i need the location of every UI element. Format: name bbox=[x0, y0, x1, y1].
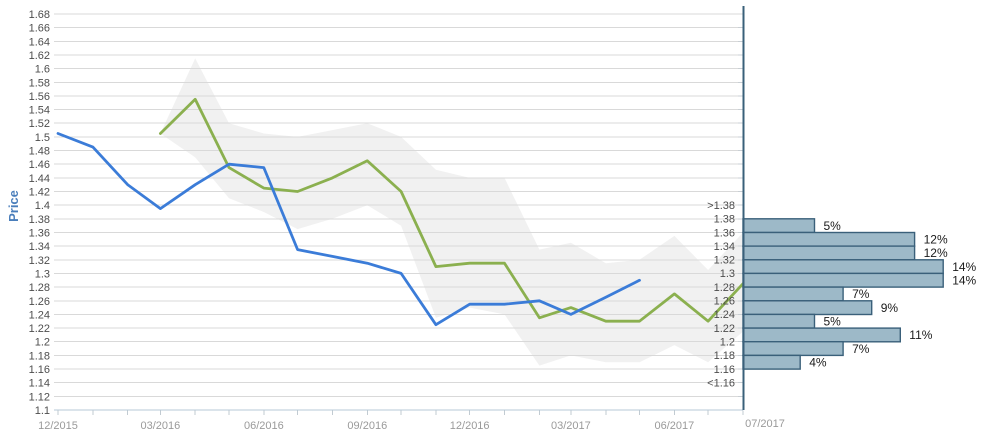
pct-label: 5% bbox=[824, 219, 842, 233]
y-tick-label: 1.16 bbox=[29, 364, 50, 376]
y-tick-label: 1.2 bbox=[35, 337, 50, 349]
bin-edge-label: 1.28 bbox=[714, 282, 735, 294]
hist-bar-1.22-1.24 bbox=[742, 313, 816, 329]
y-tick-label: 1.24 bbox=[29, 309, 50, 321]
y-tick-label: 1.52 bbox=[29, 118, 50, 130]
y-tick-label: 1.42 bbox=[29, 187, 50, 199]
y-tick-label: 1.4 bbox=[35, 200, 50, 212]
y-tick-label: 1.12 bbox=[29, 391, 50, 403]
histogram-pct-labels: 5% 12%12% 14%14% 7% 9% 5% 11% 7% 4% bbox=[809, 219, 976, 370]
y-axis-title: Price bbox=[6, 190, 21, 222]
hist-bar-1.34-1.36 bbox=[742, 231, 916, 247]
y-tick-label: 1.54 bbox=[29, 105, 50, 117]
hist-bar-1.26-1.28 bbox=[742, 286, 844, 302]
y-tick-label: 1.22 bbox=[29, 323, 50, 335]
x-tick-label: 12/2015 bbox=[38, 420, 78, 432]
hist-bar-1.24-1.26 bbox=[742, 300, 873, 316]
pct-label: 7% bbox=[852, 287, 870, 301]
y-tick-label: 1.62 bbox=[29, 50, 50, 62]
x-tick-labels: 12/2015 03/2016 06/2016 09/2016 12/2016 03/20… bbox=[38, 418, 785, 432]
bin-edge-label: 1.16 bbox=[714, 364, 735, 376]
bin-edge-label: 1.34 bbox=[714, 241, 735, 253]
y-tick-label: 1.46 bbox=[29, 159, 50, 171]
bin-edge-label: 1.32 bbox=[714, 255, 735, 267]
y-tick-label: 1.44 bbox=[29, 173, 50, 185]
y-tick-label: 1.28 bbox=[29, 282, 50, 294]
history-line bbox=[56, 132, 641, 327]
y-gridlines bbox=[54, 13, 743, 411]
y-tick-label: 1.1 bbox=[35, 405, 50, 417]
y-tick-label: 1.5 bbox=[35, 132, 50, 144]
hist-bin-labels: >1.38 1.381.36 1.34 1.321.3 1.28 1.261.24 1.22… bbox=[707, 200, 735, 390]
hist-bar-1.32-1.34 bbox=[742, 245, 916, 261]
y-tick-label: 1.66 bbox=[29, 23, 50, 35]
histogram-bars bbox=[742, 218, 944, 370]
y-tick-label: 1.68 bbox=[29, 9, 50, 21]
forecast-line bbox=[158, 97, 745, 323]
x-tick-label: 12/2016 bbox=[450, 420, 490, 432]
bin-edge-label: 1.26 bbox=[714, 296, 735, 308]
y-tick-label: 1.56 bbox=[29, 91, 50, 103]
y-tick-label: 1.18 bbox=[29, 350, 50, 362]
hist-ticks bbox=[738, 27, 743, 397]
pct-label: 9% bbox=[881, 301, 899, 315]
pct-label: 14% bbox=[952, 260, 976, 274]
x-tick-label: 03/2016 bbox=[140, 420, 180, 432]
y-tick-label: 1.6 bbox=[35, 64, 50, 76]
bin-edge-label: 1.36 bbox=[714, 227, 735, 239]
hist-bar-1.36-1.38 bbox=[742, 218, 816, 234]
bin-edge-label: 1.18 bbox=[714, 350, 735, 362]
x-tick-label: 09/2016 bbox=[347, 420, 387, 432]
hist-bar-1.28-1.30 bbox=[742, 272, 944, 288]
hist-bar-1.16-1.18 bbox=[742, 354, 801, 370]
bin-edge-label: 1.38 bbox=[714, 214, 735, 226]
pct-label: 12% bbox=[924, 233, 948, 247]
pct-label: 14% bbox=[952, 274, 976, 288]
pct-label: 11% bbox=[909, 328, 932, 342]
y-tick-label: 1.14 bbox=[29, 378, 50, 390]
pct-label: 4% bbox=[809, 355, 827, 369]
x-ticks bbox=[57, 410, 744, 415]
forecast-date-label: 07/2017 bbox=[745, 418, 785, 430]
y-tick-label: 1.32 bbox=[29, 255, 50, 267]
hist-bar-1.30-1.32 bbox=[742, 259, 944, 275]
y-tick-label: 1.3 bbox=[35, 268, 50, 280]
bin-edge-label: 1.24 bbox=[714, 309, 735, 321]
y-tick-label: 1.36 bbox=[29, 227, 50, 239]
y-tick-label: 1.64 bbox=[29, 36, 50, 48]
x-tick-label: 03/2017 bbox=[551, 420, 591, 432]
confidence-band bbox=[160, 58, 743, 366]
pct-label: 7% bbox=[852, 342, 870, 356]
bin-edge-label: <1.16 bbox=[707, 377, 735, 389]
bin-edge-label: 1.22 bbox=[714, 323, 735, 335]
y-tick-labels: 1.68 1.661.64 1.62 1.61.58 1.56 1.541.52 1.5 1.… bbox=[29, 9, 50, 417]
hist-bar-1.18-1.20 bbox=[742, 341, 844, 357]
bin-edge-label: >1.38 bbox=[707, 200, 735, 212]
hist-bar-1.20-1.22 bbox=[742, 327, 902, 343]
y-tick-label: 1.34 bbox=[29, 241, 50, 253]
y-tick-label: 1.26 bbox=[29, 296, 50, 308]
y-tick-label: 1.48 bbox=[29, 146, 50, 158]
x-tick-label: 06/2016 bbox=[244, 420, 284, 432]
y-tick-label: 1.58 bbox=[29, 77, 50, 89]
x-tick-label: 06/2017 bbox=[655, 420, 695, 432]
pct-label: 12% bbox=[924, 246, 948, 260]
y-tick-label: 1.38 bbox=[29, 214, 50, 226]
pct-label: 5% bbox=[824, 314, 842, 328]
bin-edge-label: 1.3 bbox=[720, 268, 735, 280]
bin-edge-label: 1.2 bbox=[720, 337, 735, 349]
